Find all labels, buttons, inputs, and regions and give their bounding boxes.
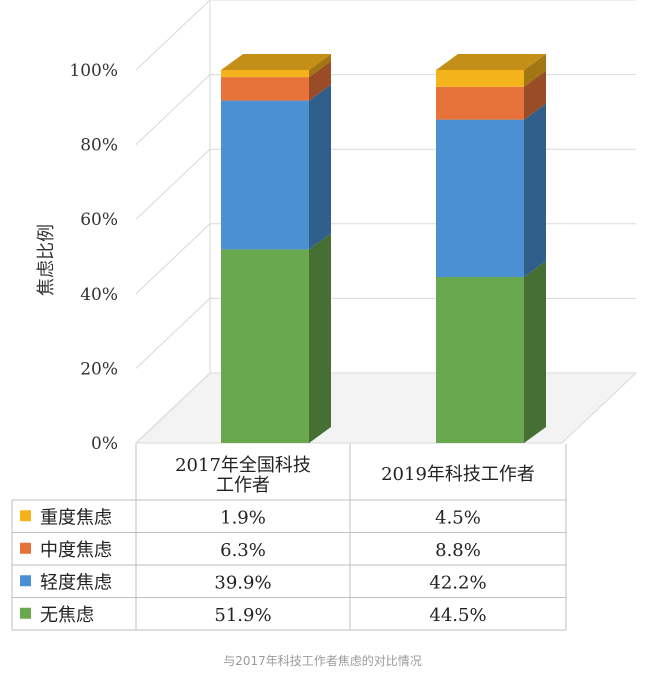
bar-top: [436, 54, 546, 70]
data-label: 39.9%: [214, 572, 271, 593]
data-label: 4.5%: [435, 507, 481, 528]
x-category-label: 2017年全国科技工作者: [175, 455, 311, 496]
bar-side: [309, 233, 331, 443]
y-tick-label: 0%: [91, 434, 118, 454]
gridline-depth: [135, 0, 211, 71]
gridline-depth: [135, 223, 211, 295]
bar-segment: [221, 249, 309, 443]
bar-side: [524, 54, 546, 87]
data-label: 6.3%: [220, 540, 266, 561]
figure-caption: 与2017年科技工作者焦虑的对比情况: [223, 654, 422, 668]
legend-key: [20, 510, 31, 522]
y-tick-label: 40%: [80, 285, 118, 305]
gridline-depth: [135, 74, 211, 145]
legend-key: [20, 542, 31, 554]
data-label: 42.2%: [429, 572, 486, 593]
y-axis-label: 焦虑比例: [36, 224, 57, 296]
data-label: 51.9%: [214, 605, 271, 626]
legend-label: 无焦虑: [40, 605, 94, 626]
legend-label: 轻度焦虑: [40, 572, 112, 593]
y-tick-label: 100%: [69, 61, 118, 81]
legend-key: [20, 575, 31, 587]
gridline-depth: [135, 372, 211, 444]
bar-side: [524, 70, 546, 120]
legend-label: 中度焦虑: [40, 540, 112, 561]
data-label: 1.9%: [220, 507, 266, 528]
bar-side: [524, 103, 546, 278]
bar-segment: [221, 77, 309, 101]
bar-segment: [436, 70, 524, 87]
data-label: 44.5%: [429, 605, 486, 626]
bar-segment: [436, 277, 524, 443]
bar-side: [309, 54, 331, 78]
bar-segment: [221, 70, 309, 78]
y-tick-label: 60%: [80, 210, 118, 230]
x-category-label: 2019年科技工作者: [381, 464, 535, 485]
bar-segment: [436, 86, 524, 120]
gridline-depth: [135, 298, 211, 369]
legend-key: [20, 607, 31, 619]
data-label: 8.8%: [435, 540, 481, 561]
y-tick-label: 80%: [80, 136, 118, 156]
chart-floor: [134, 372, 638, 444]
y-tick-label: 20%: [80, 359, 118, 379]
legend-label: 重度焦虑: [40, 507, 112, 528]
bar-side: [309, 84, 331, 250]
bar-side: [309, 61, 331, 101]
gridline-depth: [135, 148, 211, 220]
bar-top: [221, 54, 331, 70]
bar-side: [524, 261, 546, 443]
bar-segment: [221, 100, 309, 250]
bar-segment: [436, 119, 524, 278]
